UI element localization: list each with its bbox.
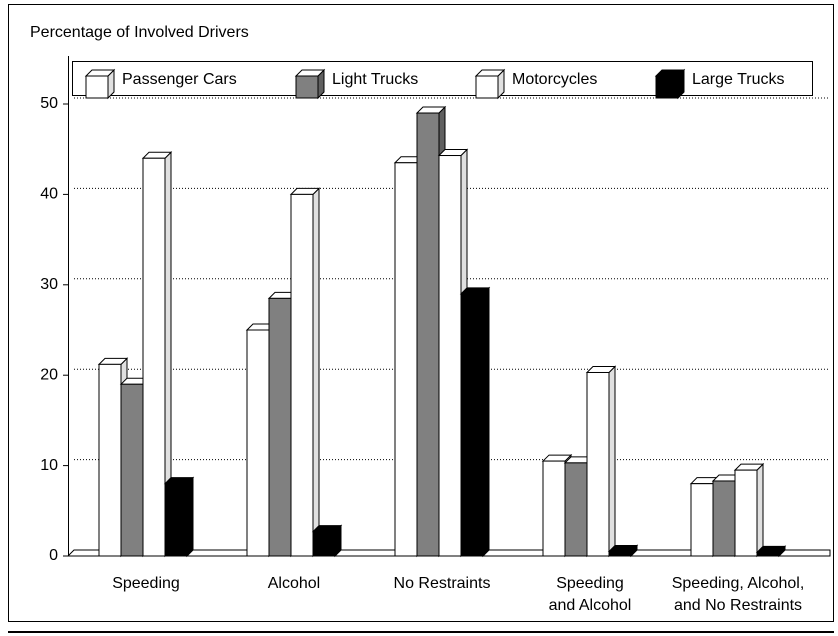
legend-swatch [655, 75, 679, 99]
x-tick-label: Speeding [556, 575, 624, 592]
x-tick-label: Speeding, Alcohol, [672, 575, 805, 592]
bar [438, 155, 462, 557]
legend-box [72, 61, 813, 96]
bar-side [186, 476, 194, 558]
bar [690, 483, 714, 557]
bar [586, 371, 610, 557]
bar [246, 329, 270, 557]
bar [542, 460, 566, 557]
bar-side [608, 365, 616, 558]
y-tick-label: 0 [49, 547, 58, 564]
bar [312, 531, 336, 557]
legend-swatch [475, 75, 499, 99]
y-tick-label: 20 [40, 366, 58, 383]
bar-side [756, 462, 764, 558]
bar-side [312, 187, 320, 558]
bar [460, 293, 484, 557]
x-tick-label: and No Restraints [674, 597, 802, 614]
bar [268, 297, 292, 557]
bar [290, 193, 314, 557]
legend-label: Passenger Cars [122, 71, 237, 88]
x-tick-label: Alcohol [268, 575, 320, 592]
bar [712, 480, 736, 557]
bar [394, 162, 418, 557]
legend-swatch [295, 75, 319, 99]
bar [120, 383, 144, 557]
y-tick-label: 10 [40, 457, 58, 474]
y-tick-label: 50 [40, 95, 58, 112]
x-tick-label: No Restraints [394, 575, 491, 592]
bar-side [482, 286, 490, 558]
x-tick-label: and Alcohol [549, 597, 632, 614]
y-axis-label: Percentage of Involved Drivers [30, 24, 249, 41]
x-tick-label: Speeding [112, 575, 180, 592]
legend-swatch [85, 75, 109, 99]
y-tick-label: 30 [40, 276, 58, 293]
bar [564, 462, 588, 557]
legend-label: Motorcycles [512, 71, 597, 88]
bar [142, 157, 166, 557]
bar [164, 483, 188, 557]
bar [734, 469, 758, 557]
bar [98, 363, 122, 557]
bar [608, 550, 632, 557]
bar [756, 551, 780, 557]
legend-label: Large Trucks [692, 71, 784, 88]
y-tick-label: 40 [40, 186, 58, 203]
bar [416, 112, 440, 557]
legend-label: Light Trucks [332, 71, 418, 88]
